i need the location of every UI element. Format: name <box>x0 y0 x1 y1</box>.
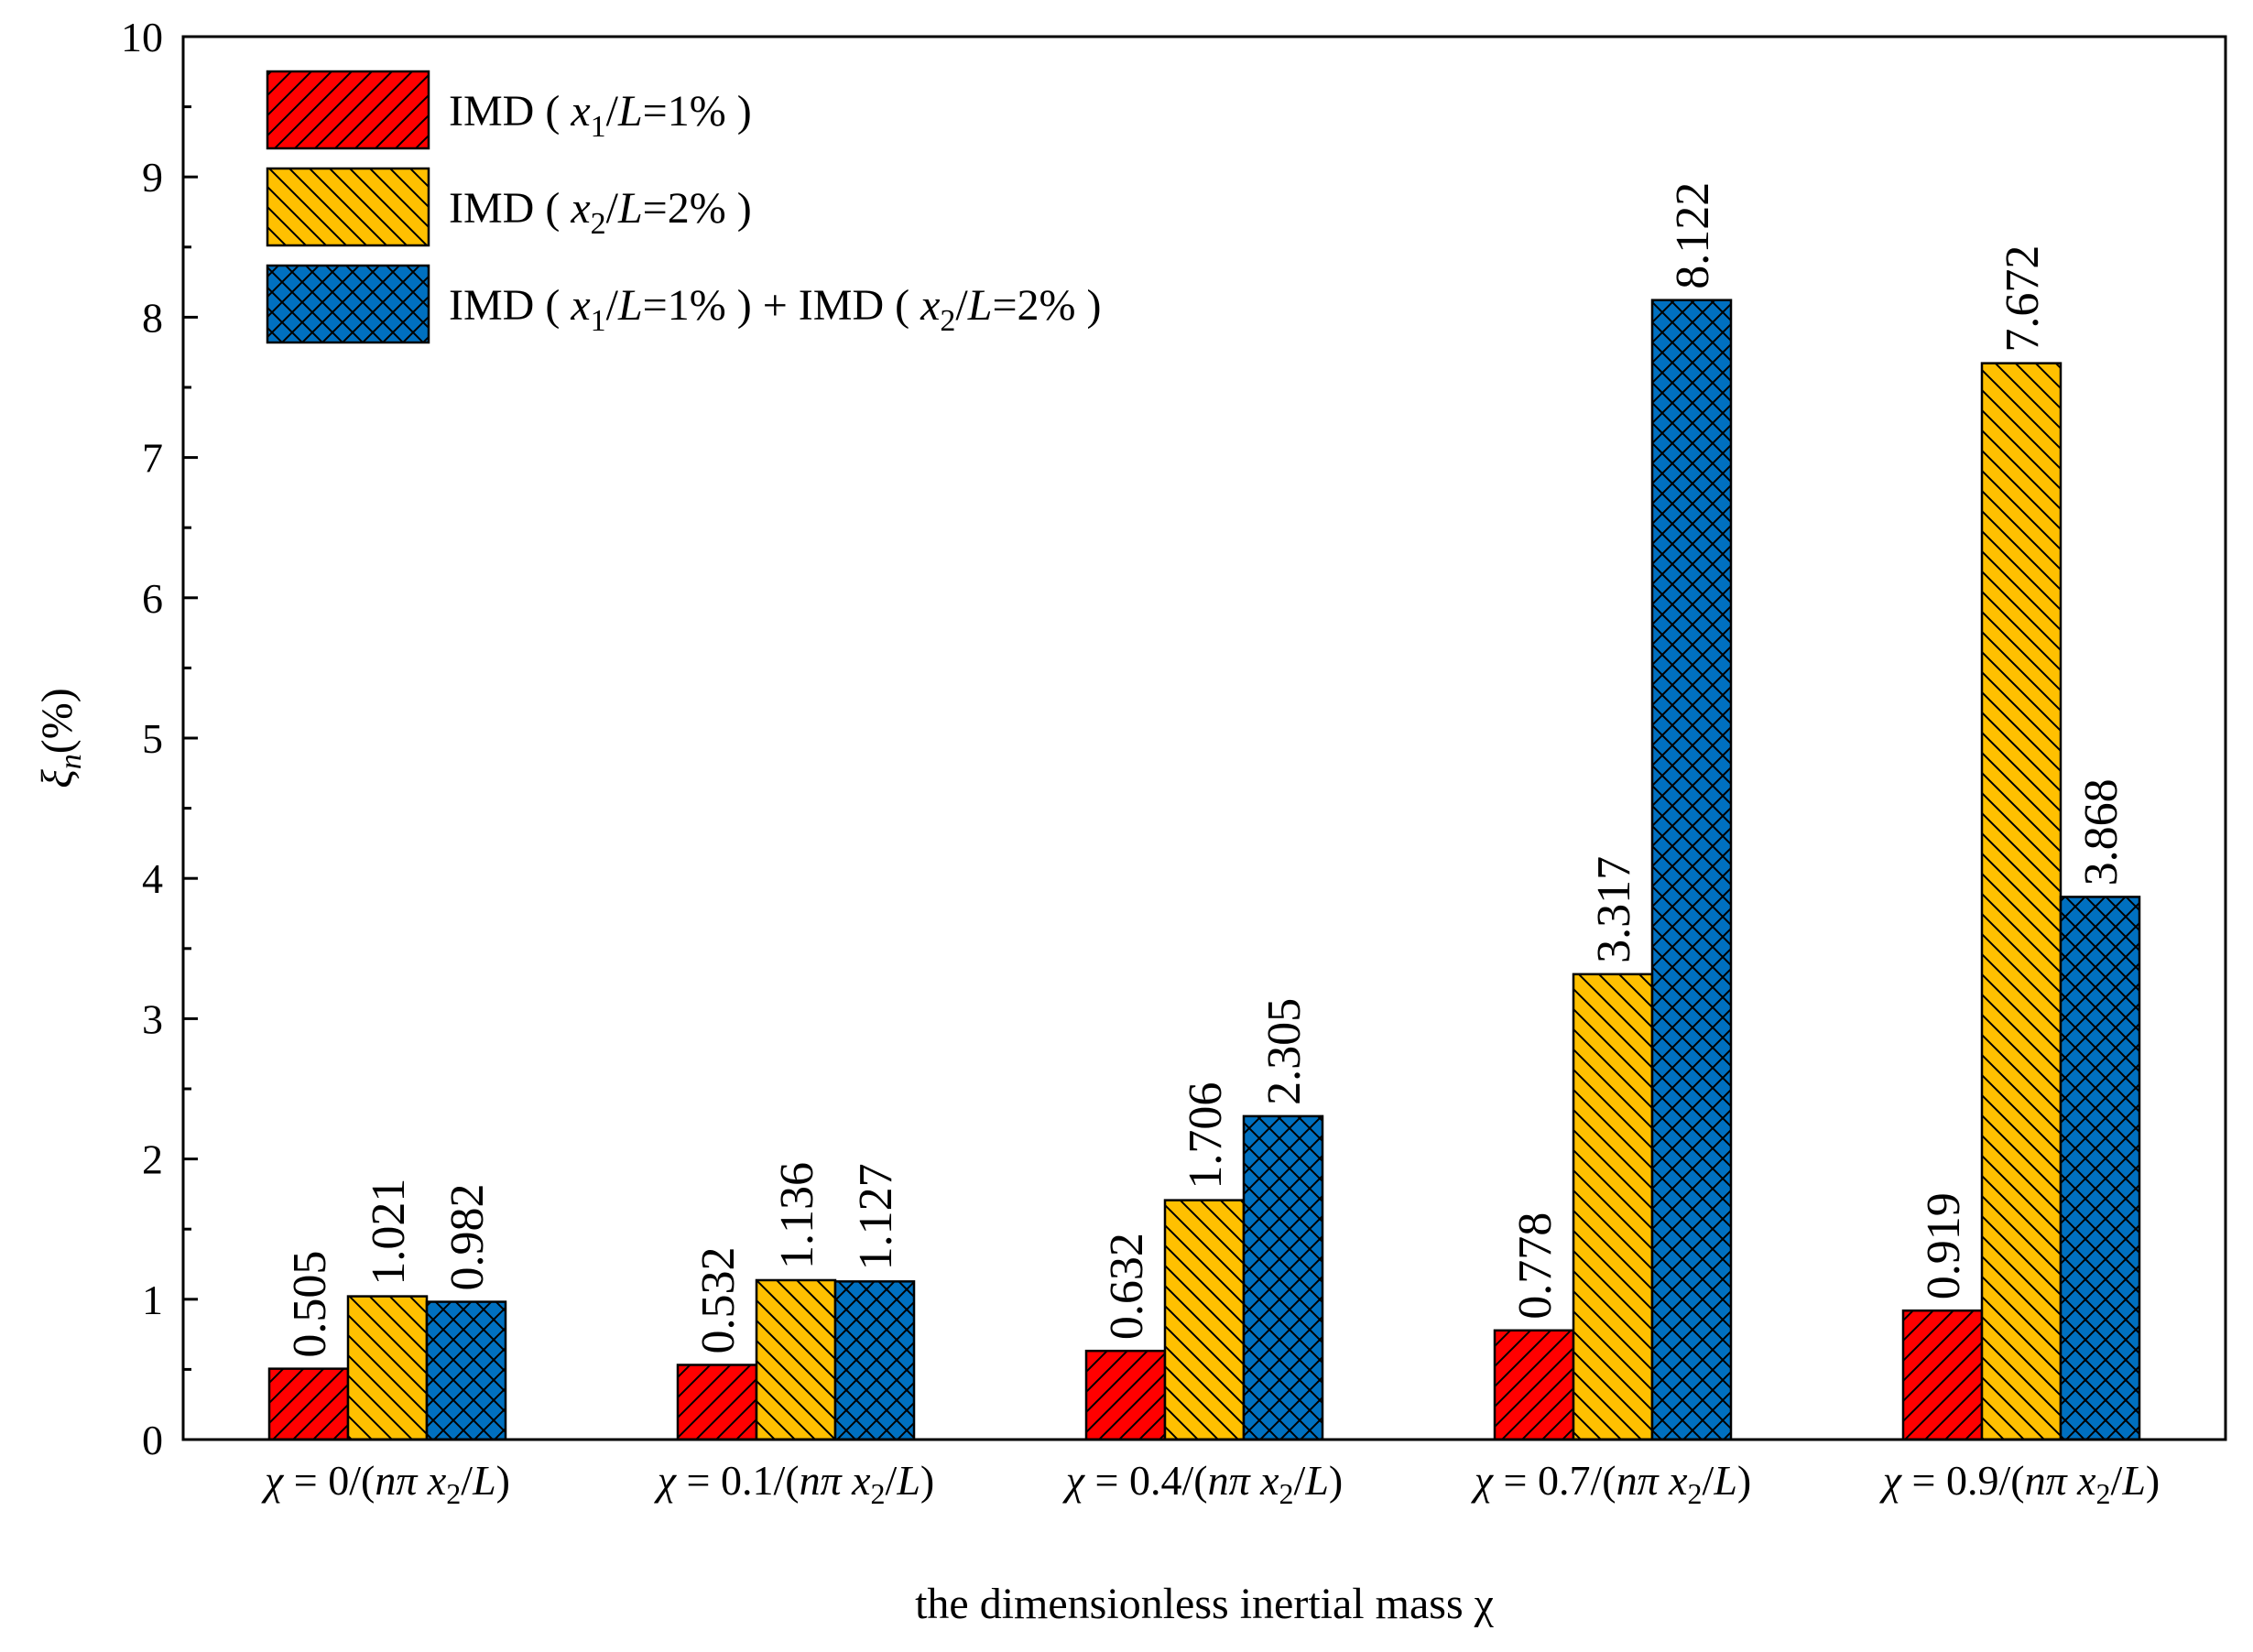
data-label-series-1-cat-4: 0.778 <box>1509 1212 1562 1320</box>
y-tick-label: 8 <box>142 294 163 341</box>
bar-series-3-cat-5 <box>2059 896 2141 1441</box>
data-label-series-2-cat-4: 3.317 <box>1588 856 1640 963</box>
y-tick-label: 7 <box>142 435 163 482</box>
y-tick-label: 2 <box>142 1136 163 1183</box>
bar-series-1-cat-2 <box>676 1364 758 1441</box>
bar-series-2-cat-2 <box>755 1278 837 1441</box>
x-tick-label: χ = 0/(nπ x2/L) <box>261 1457 510 1510</box>
data-label-series-3-cat-1: 0.982 <box>441 1184 494 1291</box>
bar-series-2-cat-3 <box>1163 1199 1246 1441</box>
y-tick-label: 9 <box>142 154 163 201</box>
bar-series-3-cat-4 <box>1650 299 1733 1441</box>
bar-series-3-cat-3 <box>1242 1114 1324 1441</box>
data-label-series-2-cat-3: 1.706 <box>1180 1082 1232 1190</box>
x-tick-label: χ = 0.9/(nπ x2/L) <box>1879 1457 2160 1510</box>
y-tick-label: 3 <box>142 995 163 1042</box>
bar-series-1-cat-5 <box>1901 1309 1984 1441</box>
x-tick-label: χ = 0.1/(nπ x2/L) <box>654 1457 934 1510</box>
data-label-series-2-cat-2: 1.136 <box>771 1162 823 1269</box>
data-label-series-1-cat-5: 0.919 <box>1918 1192 1970 1299</box>
y-tick-label: 0 <box>142 1417 163 1463</box>
data-label-series-1-cat-3: 0.632 <box>1101 1233 1153 1340</box>
y-tick-label: 4 <box>142 855 163 902</box>
x-tick-label: χ = 0.4/(nπ x2/L) <box>1062 1457 1343 1510</box>
bar-series-1-cat-3 <box>1084 1349 1167 1441</box>
data-label-series-3-cat-4: 8.122 <box>1667 182 1719 289</box>
data-label-series-3-cat-2: 1.127 <box>850 1163 902 1270</box>
y-axis-unit: (%) <box>33 688 82 754</box>
bar-series-2-cat-5 <box>1980 362 2063 1441</box>
legend: IMD ( x1/L=1% ) IMD ( x2/L=2% ) IMD ( x1/L… <box>266 70 1102 344</box>
bars-group <box>267 299 2141 1441</box>
legend-label-series-2: IMD ( x2/L=2% ) <box>449 184 752 241</box>
legend-label-series-3: IMD ( x1/L=1% ) + IMD ( x2/L=2% ) <box>449 281 1102 338</box>
legend-swatch-series-2 <box>266 167 430 247</box>
x-axis: χ = 0/(nπ x2/L) χ = 0.1/(nπ x2/L) χ = 0.4/… <box>261 1457 2160 1510</box>
data-label-series-1-cat-1: 0.505 <box>284 1251 336 1358</box>
y-axis: 0 1 2 3 4 5 6 7 8 9 10 <box>121 14 198 1463</box>
data-label-series-3-cat-3: 2.305 <box>1258 998 1311 1105</box>
y-tick-label: 1 <box>142 1277 163 1323</box>
bar-series-2-cat-1 <box>346 1295 429 1441</box>
bar-series-3-cat-1 <box>425 1300 507 1441</box>
x-tick-label: χ = 0.7/(nπ x2/L) <box>1471 1457 1751 1510</box>
y-axis-title: ξn(%) <box>33 688 88 788</box>
bar-series-3-cat-2 <box>833 1280 916 1441</box>
x-axis-title: the dimensionless inertial mass χ <box>915 1580 1495 1628</box>
data-label-series-2-cat-1: 1.021 <box>363 1179 415 1286</box>
data-label-series-2-cat-5: 7.672 <box>1997 245 2049 353</box>
y-axis-symbol: ξ <box>33 769 82 788</box>
legend-swatch-series-1 <box>266 70 430 150</box>
data-label-series-1-cat-2: 0.532 <box>692 1246 745 1353</box>
legend-label-series-1: IMD ( x1/L=1% ) <box>449 87 752 144</box>
y-tick-label: 6 <box>142 575 163 622</box>
bar-series-1-cat-1 <box>267 1367 350 1441</box>
data-label-series-3-cat-5: 3.868 <box>2075 778 2128 886</box>
y-tick-label: 10 <box>121 14 163 60</box>
y-tick-label: 5 <box>142 715 163 762</box>
y-axis-subscript: n <box>54 754 88 769</box>
bar-series-1-cat-4 <box>1493 1329 1575 1441</box>
data-labels-group: 0.505 1.021 0.982 0.532 1.136 1.127 0.632 1.706… <box>284 182 2128 1358</box>
legend-swatch-series-3 <box>266 264 430 344</box>
bar-series-2-cat-4 <box>1572 973 1654 1441</box>
